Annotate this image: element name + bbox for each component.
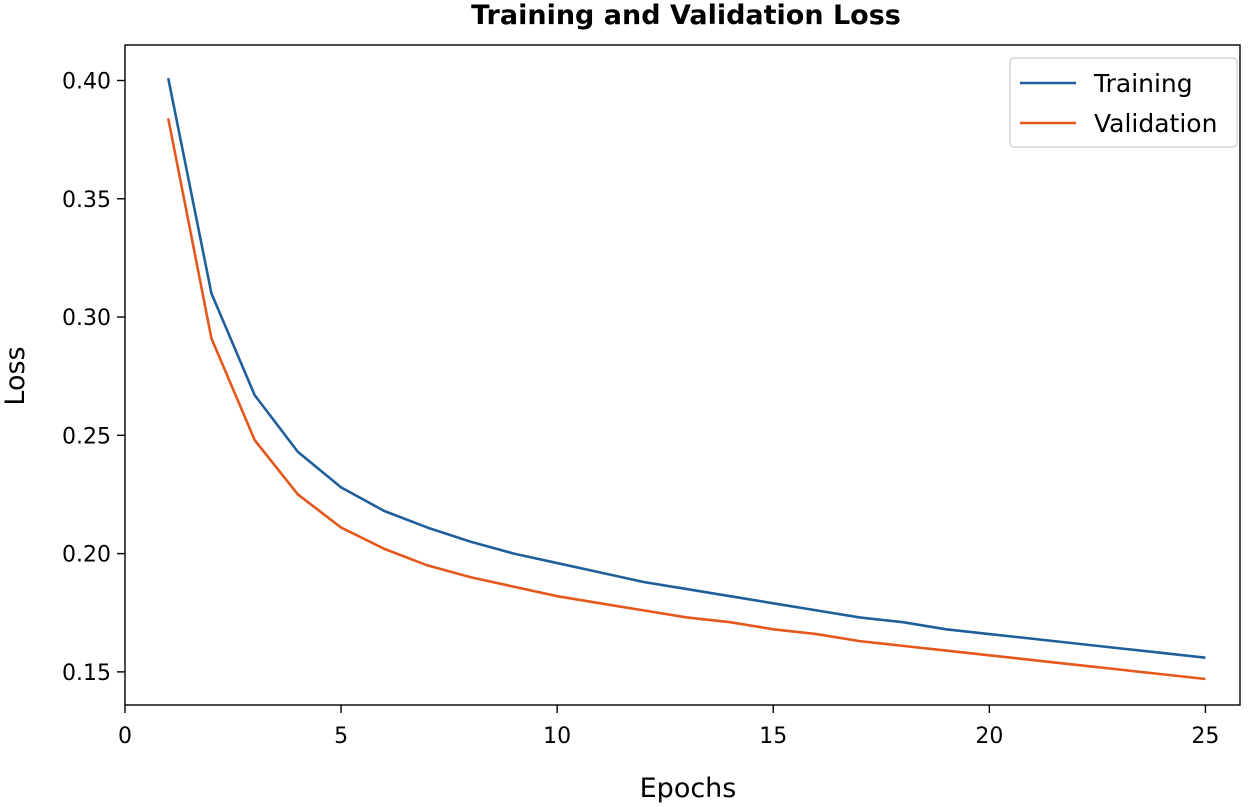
legend-label-validation: Validation bbox=[1094, 109, 1217, 138]
y-tick-label: 0.30 bbox=[62, 306, 111, 331]
y-tick-label: 0.20 bbox=[62, 543, 111, 568]
series-line-validation bbox=[166, 118, 1206, 681]
y-tick-label: 0.25 bbox=[62, 424, 111, 449]
series-line-training bbox=[166, 77, 1206, 659]
chart-title: Training and Validation Loss bbox=[471, 0, 901, 31]
x-axis-label: Epochs bbox=[640, 773, 737, 804]
plot-area bbox=[124, 44, 1241, 706]
x-tick-label: 0 bbox=[118, 724, 132, 749]
x-tick-label: 10 bbox=[543, 724, 571, 749]
legend-label-training: Training bbox=[1093, 69, 1193, 98]
x-tick-label: 5 bbox=[334, 724, 348, 749]
y-tick-label: 0.40 bbox=[62, 69, 111, 94]
legend-box bbox=[1009, 57, 1238, 148]
y-axis: 0.15 0.20 0.25 0.30 0.35 0.40 bbox=[62, 69, 125, 686]
legend: Training Validation bbox=[1009, 57, 1238, 148]
plot-frame bbox=[124, 44, 1241, 706]
x-tick-label: 20 bbox=[975, 724, 1003, 749]
x-axis: 0 5 10 15 20 25 bbox=[118, 705, 1219, 749]
x-tick-label: 25 bbox=[1191, 724, 1219, 749]
y-tick-label: 0.15 bbox=[62, 661, 111, 686]
x-tick-label: 15 bbox=[759, 724, 787, 749]
y-axis-label: Loss bbox=[0, 346, 31, 405]
y-tick-label: 0.35 bbox=[62, 188, 111, 213]
